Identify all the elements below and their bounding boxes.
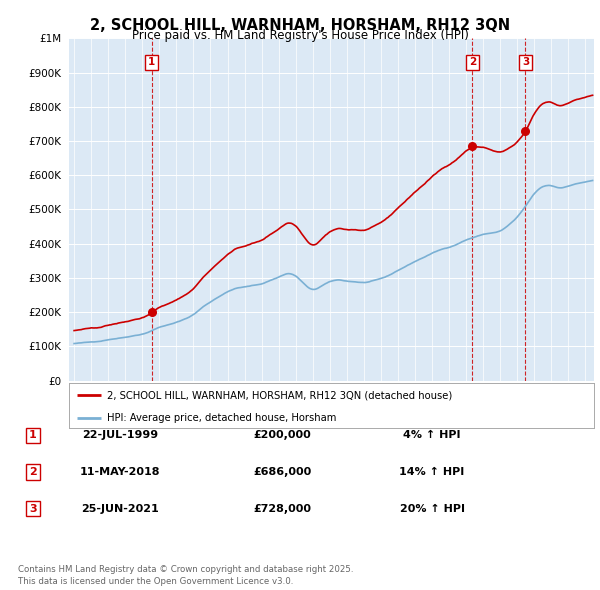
Text: HPI: Average price, detached house, Horsham: HPI: Average price, detached house, Hors… — [107, 413, 336, 423]
Text: 20% ↑ HPI: 20% ↑ HPI — [400, 504, 464, 513]
Text: 4% ↑ HPI: 4% ↑ HPI — [403, 431, 461, 440]
Text: 25-JUN-2021: 25-JUN-2021 — [81, 504, 159, 513]
Text: 22-JUL-1999: 22-JUL-1999 — [82, 431, 158, 440]
Text: Price paid vs. HM Land Registry's House Price Index (HPI): Price paid vs. HM Land Registry's House … — [131, 30, 469, 42]
Text: £200,000: £200,000 — [253, 431, 311, 440]
Text: Contains HM Land Registry data © Crown copyright and database right 2025.: Contains HM Land Registry data © Crown c… — [18, 565, 353, 574]
Text: 1: 1 — [148, 57, 155, 67]
Text: 11-MAY-2018: 11-MAY-2018 — [80, 467, 160, 477]
Text: 2, SCHOOL HILL, WARNHAM, HORSHAM, RH12 3QN (detached house): 2, SCHOOL HILL, WARNHAM, HORSHAM, RH12 3… — [107, 390, 452, 400]
Text: £686,000: £686,000 — [253, 467, 311, 477]
Text: 2, SCHOOL HILL, WARNHAM, HORSHAM, RH12 3QN: 2, SCHOOL HILL, WARNHAM, HORSHAM, RH12 3… — [90, 18, 510, 32]
Text: 1: 1 — [29, 431, 37, 440]
Text: 2: 2 — [469, 57, 476, 67]
Text: 2: 2 — [29, 467, 37, 477]
Text: 3: 3 — [29, 504, 37, 513]
Text: This data is licensed under the Open Government Licence v3.0.: This data is licensed under the Open Gov… — [18, 577, 293, 586]
Text: 14% ↑ HPI: 14% ↑ HPI — [400, 467, 464, 477]
Text: £728,000: £728,000 — [253, 504, 311, 513]
Text: 3: 3 — [522, 57, 529, 67]
